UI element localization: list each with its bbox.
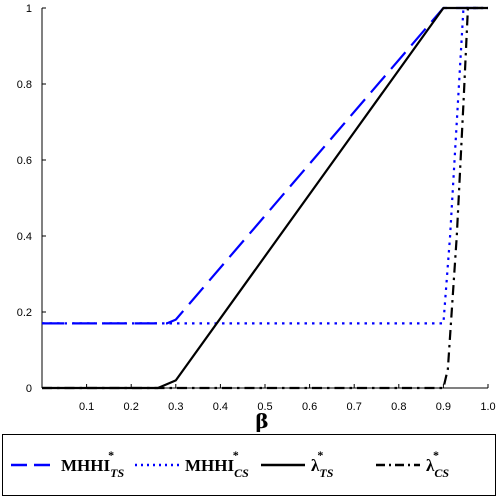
- x-axis-label: β: [255, 409, 268, 432]
- legend: MHHITS* MHHICS* λTS* λCS*: [2, 434, 496, 496]
- x-tick-label: 0.7: [347, 401, 362, 413]
- x-tick-label: 1.0: [480, 401, 495, 413]
- x-tick-label: 0.2: [124, 401, 139, 413]
- series-line-mhhi-cs: [42, 6, 488, 325]
- x-tick-label: 0.3: [168, 401, 183, 413]
- x-tick-label: 0.1: [79, 401, 94, 413]
- x-tick-label: 0.8: [391, 401, 406, 413]
- legend-label: λTS*: [311, 448, 334, 480]
- x-tick-label: 0.5: [257, 401, 272, 413]
- series-line--ts: [42, 6, 488, 390]
- chart: 0.1 0.2 0.3 0.4 0.5 0.6 0.7 0.8 0.9 1.0 0 0.2 0.4 0.6…: [17, 3, 496, 432]
- series-layer: [42, 6, 488, 390]
- legend-label: MHHITS*: [61, 448, 124, 480]
- tick-layer: 0.1 0.2 0.3 0.4 0.5 0.6 0.7 0.8 0.9 1.0 0 0.2 0.4 0.6…: [17, 3, 496, 413]
- x-tick-label: 0.4: [213, 401, 228, 413]
- legend-label: MHHICS*: [185, 448, 249, 480]
- y-tick-label: 0.4: [17, 231, 32, 243]
- y-tick-label: 1: [26, 3, 32, 15]
- y-tick-label: 0: [26, 383, 32, 395]
- axes: [41, 8, 488, 389]
- y-tick-label: 0.8: [17, 79, 32, 91]
- y-tick-label: 0.6: [17, 155, 32, 167]
- x-tick-label: 0.6: [302, 401, 317, 413]
- series-line-mhhi-ts: [42, 6, 488, 325]
- series-line--cs: [42, 6, 488, 390]
- y-tick-label: 0.2: [17, 307, 32, 319]
- legend-label: λCS*: [426, 448, 449, 480]
- x-tick-label: 0.9: [436, 401, 451, 413]
